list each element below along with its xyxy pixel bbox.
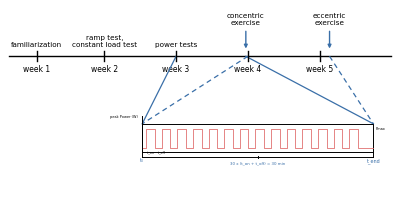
Text: 30 x (t_on + t_off) = 30 min: 30 x (t_on + t_off) = 30 min [230, 161, 286, 165]
Text: ramp test,
constant load test: ramp test, constant load test [72, 35, 137, 48]
Text: week 5: week 5 [306, 65, 333, 74]
Text: t_on    t_off: t_on t_off [147, 150, 165, 154]
Text: week 1: week 1 [23, 65, 50, 74]
Text: power tests: power tests [155, 42, 197, 48]
Text: peak Power (W): peak Power (W) [110, 115, 138, 119]
Text: t₀: t₀ [140, 158, 144, 163]
Text: concentric
exercise: concentric exercise [227, 13, 265, 26]
Text: t_end: t_end [366, 158, 380, 164]
Text: familiarization: familiarization [11, 42, 62, 48]
Text: Pmax: Pmax [375, 127, 385, 131]
Text: eccentric
exercise: eccentric exercise [313, 13, 346, 26]
Text: week 3: week 3 [162, 65, 190, 74]
Text: week 4: week 4 [234, 65, 262, 74]
Text: week 2: week 2 [91, 65, 118, 74]
